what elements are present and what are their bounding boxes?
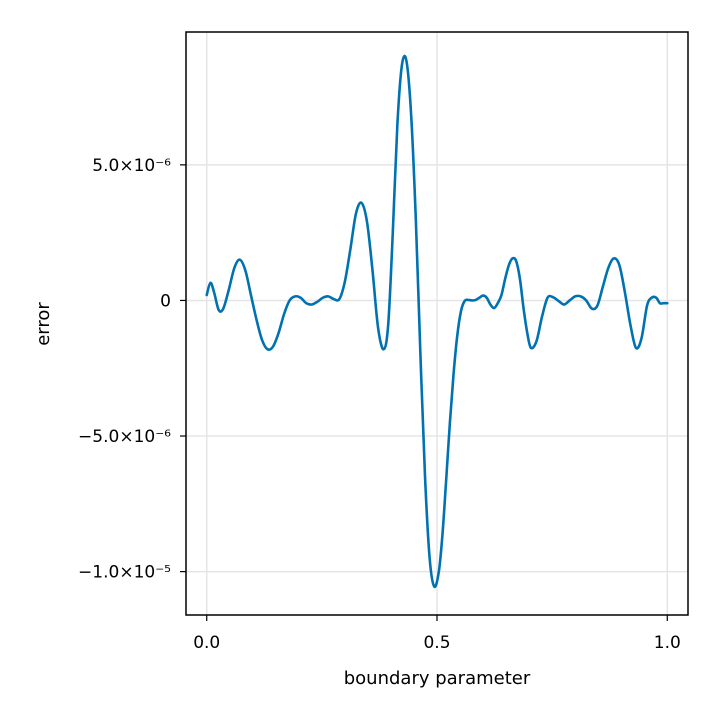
- x-tick-label: 1.0: [654, 633, 681, 653]
- y-tick-label: −1.0×10⁻⁵: [78, 563, 171, 583]
- y-tick-label: −5.0×10⁻⁶: [78, 427, 171, 447]
- x-tick-label: 0.5: [423, 633, 450, 653]
- x-tick-label: 0.0: [193, 633, 220, 653]
- y-tick-label: 0: [160, 291, 171, 311]
- y-axis-label: error: [33, 302, 54, 346]
- grid-lines: [186, 32, 688, 615]
- series-line-0: [205, 54, 669, 589]
- y-tick-label: 5.0×10⁻⁶: [92, 156, 171, 176]
- axis-ticks: 0.0 0.5 1.0 5.0×10⁻⁶ 0 −5.0×10⁻⁶ −1.0×10⁻⁵: [78, 156, 681, 653]
- x-axis-label: boundary parameter: [344, 668, 531, 689]
- series-layer: [205, 54, 669, 589]
